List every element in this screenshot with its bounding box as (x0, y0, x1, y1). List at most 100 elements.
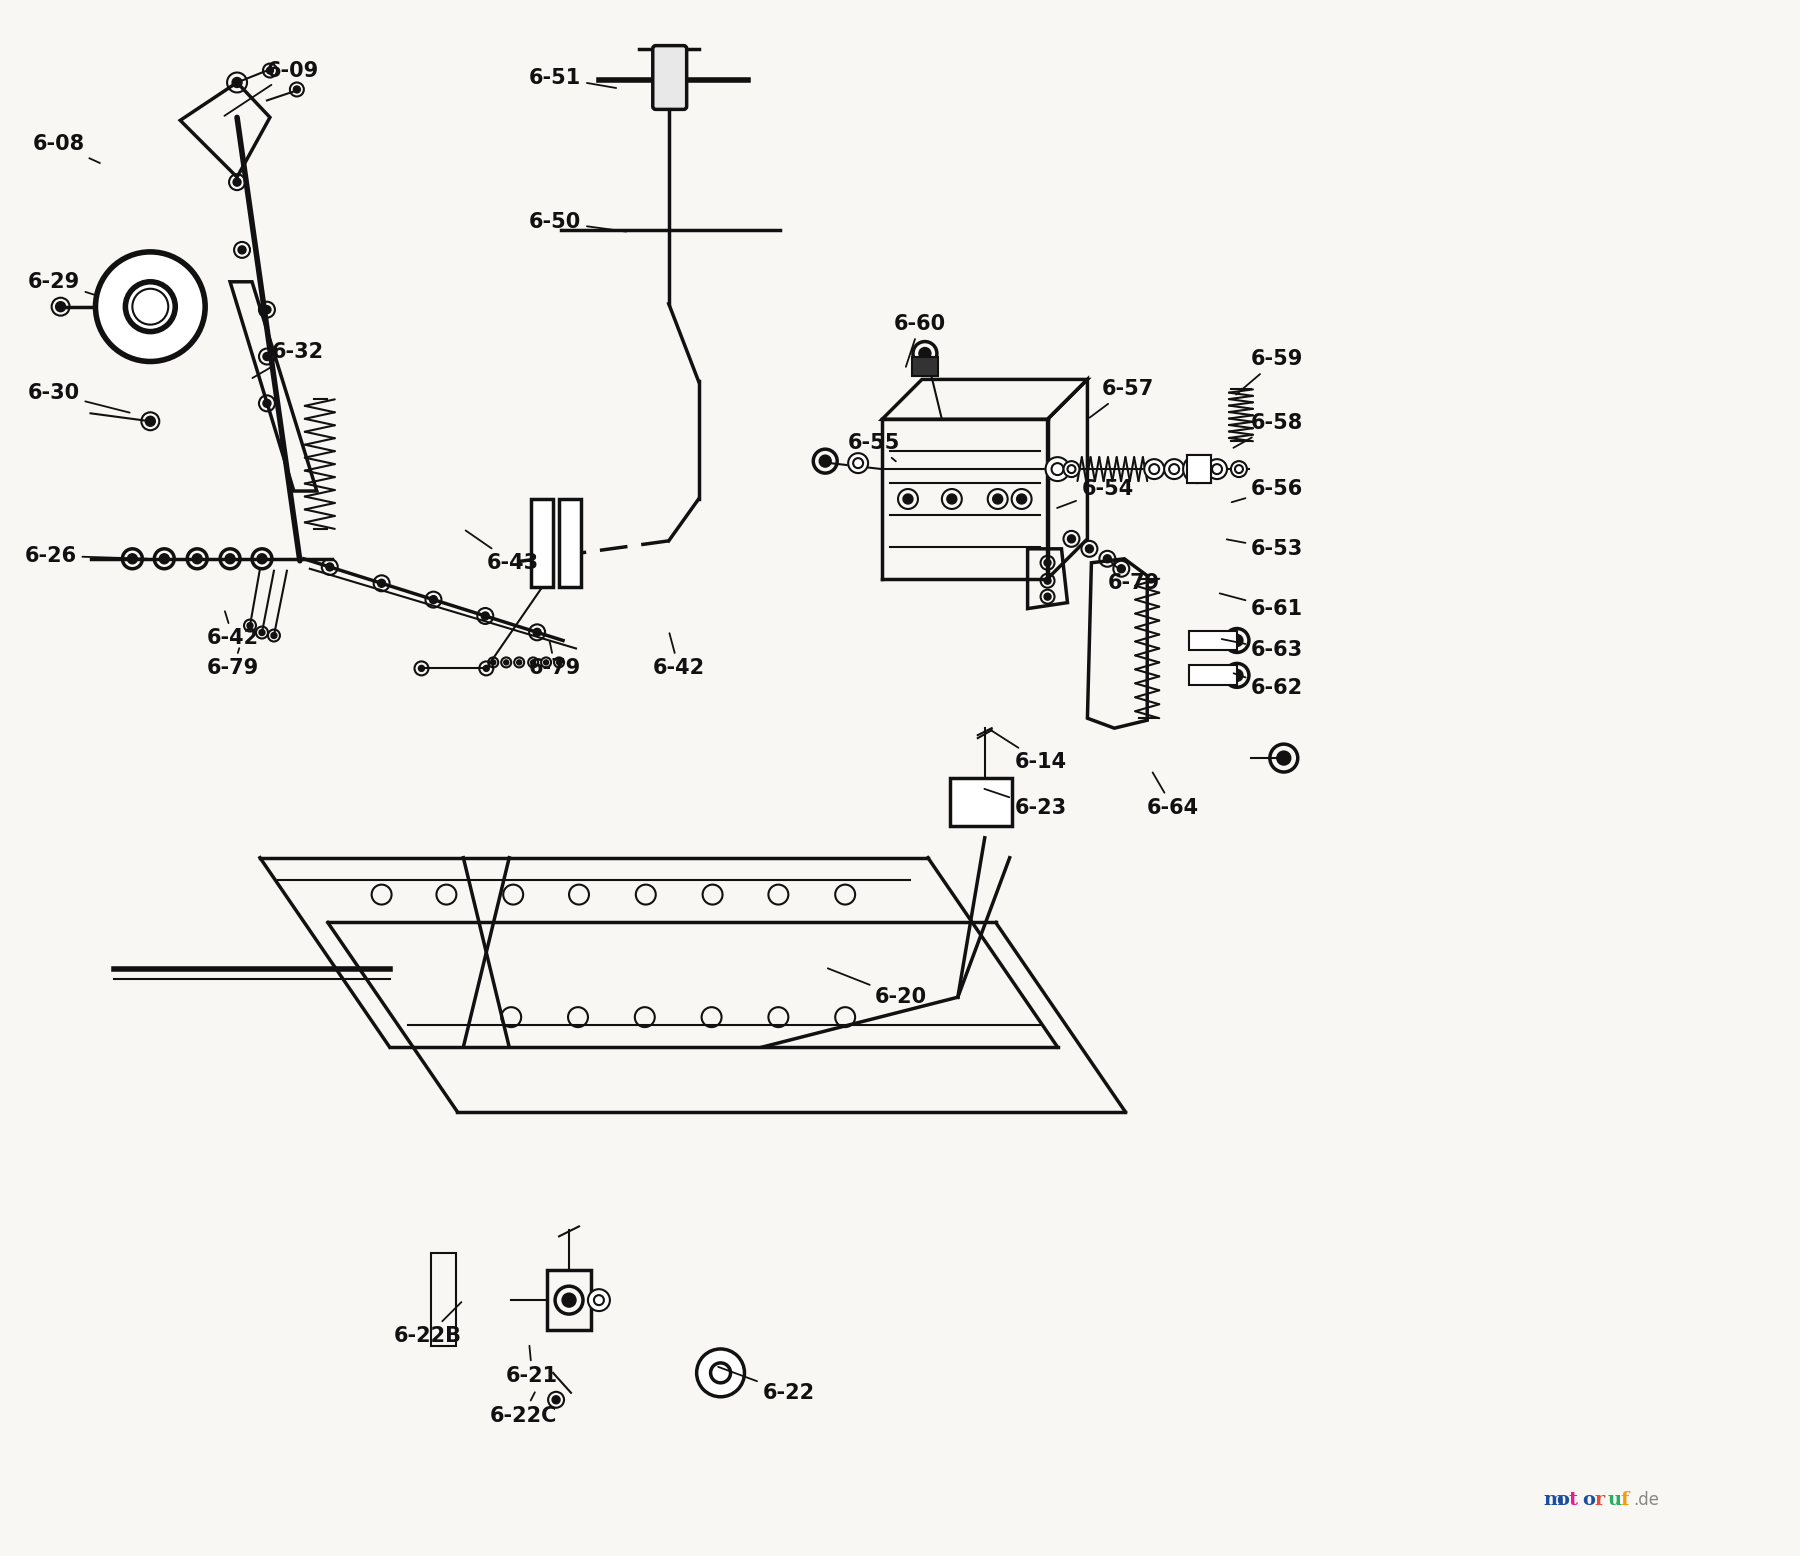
Bar (950, 778, 1012, 826)
Text: 6-56: 6-56 (1231, 479, 1303, 503)
Text: 6-22: 6-22 (718, 1366, 815, 1404)
Bar (1190, 630, 1237, 650)
Circle shape (481, 612, 490, 619)
Circle shape (56, 302, 65, 311)
Circle shape (697, 1349, 745, 1397)
Text: t: t (1570, 1491, 1579, 1509)
Bar (913, 356, 938, 377)
Text: 6-79: 6-79 (1107, 557, 1159, 593)
Text: 6-55: 6-55 (848, 433, 900, 461)
Circle shape (1118, 565, 1125, 573)
Circle shape (263, 305, 272, 314)
Circle shape (491, 660, 495, 664)
Text: 6-54: 6-54 (1057, 479, 1134, 507)
Circle shape (1017, 493, 1026, 504)
Text: 6-58: 6-58 (1233, 414, 1303, 448)
Circle shape (1046, 457, 1069, 481)
Circle shape (920, 347, 931, 359)
FancyBboxPatch shape (653, 45, 686, 109)
Bar (1188, 456, 1211, 482)
Text: 6-29: 6-29 (27, 272, 97, 296)
Text: 6-42: 6-42 (207, 612, 259, 649)
Text: 6-50: 6-50 (529, 212, 626, 232)
Text: 6-22C: 6-22C (490, 1393, 556, 1425)
Circle shape (378, 579, 385, 587)
Text: 6-21: 6-21 (506, 1346, 558, 1386)
Circle shape (1183, 456, 1211, 482)
Circle shape (1231, 669, 1244, 682)
Circle shape (259, 630, 265, 635)
Circle shape (482, 666, 490, 671)
Circle shape (263, 400, 272, 408)
Text: 6-42: 6-42 (653, 633, 706, 678)
Text: 6-64: 6-64 (1147, 772, 1199, 818)
Circle shape (238, 246, 247, 254)
Circle shape (1103, 555, 1111, 563)
Circle shape (716, 1369, 725, 1377)
Circle shape (904, 493, 913, 504)
Circle shape (531, 660, 536, 664)
Circle shape (1145, 459, 1165, 479)
Text: 6-08: 6-08 (32, 134, 101, 163)
Text: 6-30: 6-30 (27, 383, 130, 412)
Circle shape (146, 417, 155, 426)
Circle shape (1064, 461, 1080, 478)
Circle shape (1165, 459, 1184, 479)
Circle shape (979, 794, 990, 803)
Text: r: r (1595, 1491, 1606, 1509)
Text: 6-60: 6-60 (895, 314, 947, 367)
Text: 6-61: 6-61 (1220, 593, 1303, 619)
Circle shape (193, 554, 202, 563)
Circle shape (326, 563, 333, 571)
Circle shape (95, 252, 205, 361)
Circle shape (553, 1396, 560, 1404)
Circle shape (293, 86, 301, 93)
Text: 6-53: 6-53 (1228, 538, 1303, 559)
Circle shape (994, 493, 1003, 504)
Text: f: f (1620, 1491, 1629, 1509)
Text: 6-57: 6-57 (1089, 380, 1154, 417)
Circle shape (848, 453, 868, 473)
Text: 6-09: 6-09 (225, 61, 319, 115)
Circle shape (1231, 635, 1244, 646)
Circle shape (1208, 459, 1228, 479)
Text: 6-22B: 6-22B (394, 1302, 461, 1346)
Circle shape (819, 456, 832, 467)
Text: 6-32: 6-32 (252, 341, 324, 378)
Circle shape (544, 660, 549, 664)
Circle shape (556, 660, 562, 664)
Text: 6-51: 6-51 (529, 67, 616, 89)
Text: 6-62: 6-62 (1233, 674, 1303, 699)
Text: 6-79: 6-79 (529, 641, 581, 678)
Circle shape (266, 67, 274, 75)
Circle shape (1044, 559, 1051, 566)
Circle shape (225, 554, 236, 563)
Circle shape (533, 629, 542, 636)
Circle shape (1067, 535, 1075, 543)
Circle shape (272, 633, 277, 638)
Circle shape (589, 1290, 610, 1312)
Text: 6-14: 6-14 (990, 730, 1067, 772)
Circle shape (1276, 752, 1291, 766)
Text: o: o (1582, 1491, 1595, 1509)
Circle shape (504, 660, 509, 664)
Text: 6-59: 6-59 (1237, 350, 1303, 395)
Circle shape (562, 1293, 576, 1307)
Text: .de: .de (1634, 1491, 1660, 1509)
Text: 6-63: 6-63 (1222, 640, 1303, 660)
Circle shape (247, 622, 254, 629)
Text: 6-20: 6-20 (828, 968, 927, 1007)
Circle shape (1231, 461, 1247, 478)
Text: 6-79: 6-79 (207, 649, 259, 678)
Circle shape (517, 660, 522, 664)
Circle shape (232, 78, 241, 87)
Circle shape (158, 554, 169, 563)
Circle shape (1044, 577, 1051, 584)
Text: 6-23: 6-23 (985, 789, 1067, 818)
Bar (531, 499, 553, 587)
Text: m: m (1543, 1491, 1564, 1509)
Text: o: o (1555, 1491, 1570, 1509)
Circle shape (257, 554, 266, 563)
Text: 6-26: 6-26 (25, 546, 148, 566)
Bar (560, 499, 581, 587)
